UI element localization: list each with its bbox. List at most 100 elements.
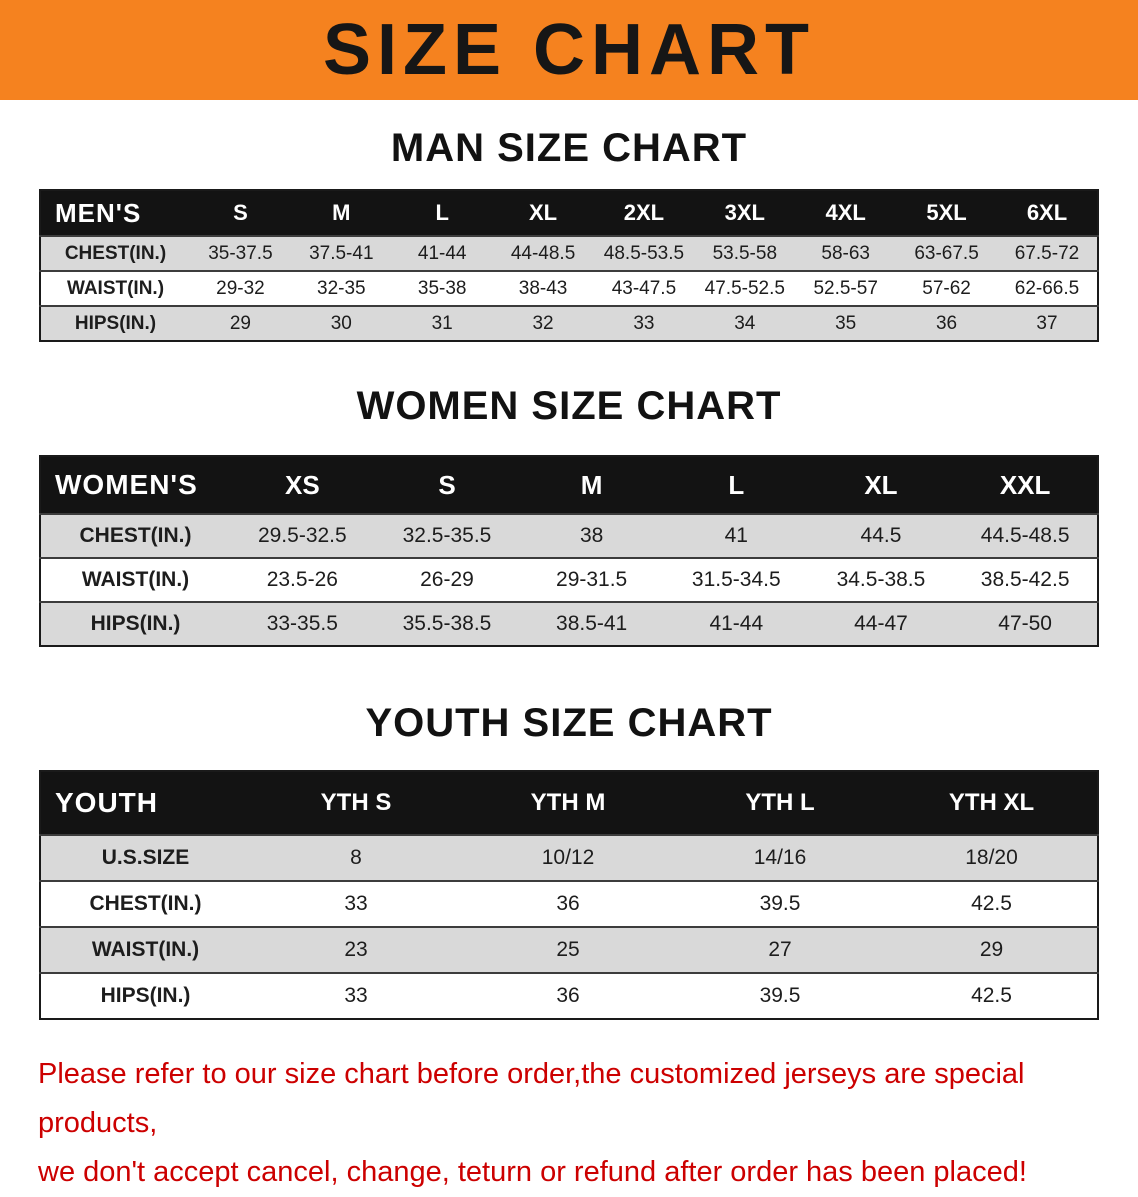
row-label: CHEST(IN.) (64, 242, 167, 264)
table-cell: 32 (532, 312, 554, 334)
table-cell: 38 (579, 524, 604, 547)
page-title: SIZE CHART (323, 10, 815, 90)
women-size-column-header: S (374, 456, 520, 514)
table-cell: 67.5-72 (1014, 242, 1080, 264)
men-size-column-header: XL (492, 190, 594, 236)
men-corner-label: MEN'S (40, 190, 190, 236)
women-corner-label: WOMEN'S (40, 456, 230, 514)
table-cell: 18/20 (965, 846, 1018, 869)
men-chest-row: CHEST(IN.) 35-37.5 37.5-41 41-44 44-48.5… (40, 236, 1098, 271)
youth-hips-row: HIPS(IN.) 33 36 39.5 42.5 (40, 973, 1098, 1019)
table-cell: 27 (768, 938, 792, 961)
men-size-column-header: 2XL (593, 190, 695, 236)
men-section-heading: MAN SIZE CHART (390, 126, 748, 170)
women-size-table: WOMEN'S XS S M L XL XXL CHEST(IN.) 29.5-… (39, 455, 1099, 647)
table-cell: 36 (556, 892, 580, 915)
table-cell: 44.5-48.5 (980, 524, 1070, 547)
men-size-table: MEN'S S M L XL 2XL 3XL 4XL 5XL 6XL CHEST… (39, 189, 1099, 342)
row-label: WAIST(IN.) (91, 938, 200, 961)
youth-size-section: YOUTH SIZE CHART YOUTH YTH S YTH M YTH L… (0, 701, 1138, 1020)
table-cell: 29-31.5 (556, 568, 628, 591)
table-cell: 44.5 (860, 524, 902, 547)
table-cell: 42.5 (971, 892, 1012, 915)
table-cell: 33 (344, 892, 368, 915)
table-cell: 38-43 (518, 277, 568, 299)
note-line-1: Please refer to our size chart before or… (38, 1058, 1025, 1139)
table-cell: 29-32 (216, 277, 265, 299)
youth-section-heading: YOUTH SIZE CHART (365, 701, 773, 745)
table-cell: 31 (431, 312, 453, 334)
men-size-section: MAN SIZE CHART MEN'S S M L XL 2XL 3XL 4X… (0, 126, 1138, 342)
table-cell: 8 (350, 846, 362, 869)
note-line-2: we don't accept cancel, change, teturn o… (38, 1156, 1027, 1188)
table-cell: 36 (556, 984, 580, 1007)
women-chest-row: CHEST(IN.) 29.5-32.5 32.5-35.5 38 41 44.… (40, 514, 1098, 558)
youth-size-column-header: YTH S (250, 771, 462, 835)
row-label: HIPS(IN.) (74, 312, 157, 334)
table-cell: 47.5-52.5 (704, 277, 785, 299)
table-cell: 43-47.5 (611, 277, 677, 299)
women-waist-row: WAIST(IN.) 23.5-26 26-29 29-31.5 31.5-34… (40, 558, 1098, 602)
table-cell: 57-62 (922, 277, 971, 299)
row-label: CHEST(IN.) (89, 892, 202, 915)
banner: SIZE CHART (0, 0, 1138, 100)
table-cell: 32.5-35.5 (402, 524, 492, 547)
table-cell: 29.5-32.5 (257, 524, 347, 547)
women-size-column-header: L (663, 456, 809, 514)
table-cell: 29 (229, 312, 251, 334)
table-cell: 25 (556, 938, 580, 961)
row-label: WAIST(IN.) (66, 277, 165, 299)
table-cell: 35.5-38.5 (402, 612, 492, 635)
table-cell: 33-35.5 (266, 612, 338, 635)
table-cell: 30 (330, 312, 352, 334)
table-cell: 23.5-26 (266, 568, 338, 591)
table-cell: 32-35 (317, 277, 366, 299)
table-cell: 63-67.5 (914, 242, 979, 264)
table-cell: 31.5-34.5 (691, 568, 781, 591)
table-cell: 36 (935, 312, 958, 334)
men-size-column-header: 5XL (896, 190, 997, 236)
table-cell: 35 (835, 312, 857, 334)
table-cell: 58-63 (821, 242, 870, 264)
women-size-column-header: XS (230, 456, 375, 514)
men-hips-row: HIPS(IN.) 29 30 31 32 33 34 35 36 37 (40, 306, 1098, 341)
table-cell: 42.5 (971, 984, 1012, 1007)
footer-note: Please refer to our size chart before or… (38, 1050, 1100, 1197)
men-size-column-header: S (190, 190, 291, 236)
row-label: HIPS(IN.) (90, 612, 181, 635)
table-cell: 35-37.5 (208, 242, 273, 264)
men-size-column-header: 3XL (694, 190, 796, 236)
table-cell: 10/12 (541, 846, 595, 869)
table-cell: 34.5-38.5 (836, 568, 926, 591)
table-cell: 62-66.5 (1014, 277, 1080, 299)
table-cell: 38.5-41 (556, 612, 628, 635)
table-cell: 35-38 (417, 277, 467, 299)
table-cell: 52.5-57 (813, 277, 878, 299)
table-cell: 47-50 (998, 612, 1052, 635)
youth-ussize-row: U.S.SIZE 8 10/12 14/16 18/20 (40, 835, 1098, 881)
men-waist-row: WAIST(IN.) 29-32 32-35 35-38 38-43 43-47… (40, 271, 1098, 306)
table-cell: 34 (734, 312, 756, 334)
table-cell: 23 (344, 938, 368, 961)
women-size-column-header: M (519, 456, 664, 514)
men-size-column-header: 4XL (795, 190, 897, 236)
table-cell: 39.5 (759, 892, 801, 915)
table-cell: 26-29 (420, 568, 474, 591)
men-size-column-header: 6XL (997, 190, 1098, 236)
women-size-section: WOMEN SIZE CHART WOMEN'S XS S M L XL XXL (0, 384, 1138, 647)
women-section-heading: WOMEN SIZE CHART (356, 384, 782, 428)
women-size-column-header: XL (808, 456, 954, 514)
youth-chest-row: CHEST(IN.) 33 36 39.5 42.5 (40, 881, 1098, 927)
youth-waist-row: WAIST(IN.) 23 25 27 29 (40, 927, 1098, 973)
table-cell: 44-47 (854, 612, 908, 635)
youth-corner-label: YOUTH (40, 771, 250, 835)
women-hips-row: HIPS(IN.) 33-35.5 35.5-38.5 38.5-41 41-4… (40, 602, 1098, 646)
table-cell: 37.5-41 (309, 242, 374, 264)
women-table-header-row: WOMEN'S XS S M L XL XXL (40, 456, 1098, 514)
table-cell: 44-48.5 (510, 242, 576, 264)
table-cell: 41 (724, 524, 748, 547)
row-label: WAIST(IN.) (81, 568, 190, 591)
youth-size-column-header: YTH L (674, 771, 886, 835)
table-cell: 38.5-42.5 (980, 568, 1070, 591)
